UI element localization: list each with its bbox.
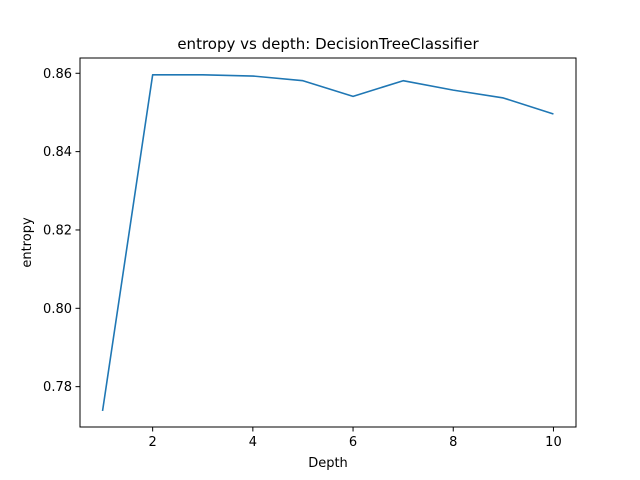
y-tick-label: 0.82 [43, 223, 72, 238]
y-axis-label: entropy [20, 217, 35, 268]
plot-area [101, 74, 554, 412]
x-axis-ticks: 2 4 6 8 10 [149, 427, 562, 450]
y-tick-label: 0.80 [43, 302, 72, 317]
chart-title: entropy vs depth: DecisionTreeClassifier [177, 35, 479, 53]
y-tick-label: 0.78 [43, 380, 72, 395]
x-tick-label: 4 [249, 435, 257, 450]
x-tick-label: 8 [449, 435, 457, 450]
series-line-1 [101, 74, 554, 412]
x-tick-label: 10 [545, 435, 562, 450]
y-axis-ticks: 0.78 0.80 0.82 0.84 0.86 [43, 67, 80, 395]
y-tick-label: 0.84 [43, 145, 72, 160]
x-tick-label: 6 [349, 435, 357, 450]
x-tick-label: 2 [149, 435, 157, 450]
y-tick-label: 0.86 [43, 67, 72, 82]
axes-frame [79, 57, 577, 428]
x-axis-label: Depth [308, 456, 348, 471]
